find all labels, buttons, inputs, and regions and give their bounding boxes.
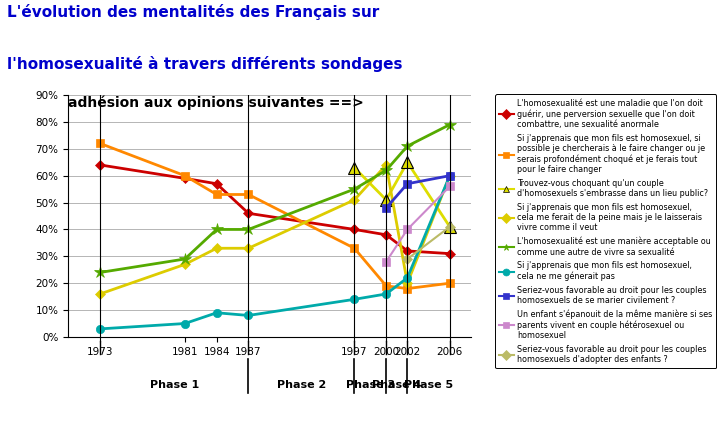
Legend: L'homosexualité est une maladie que l'on doit
guérir, une perversion sexuelle qu: L'homosexualité est une maladie que l'on… — [495, 94, 716, 368]
Text: Phase 3: Phase 3 — [346, 380, 395, 390]
Text: adhésion aux opinions suivantes ==>: adhésion aux opinions suivantes ==> — [68, 95, 364, 110]
Text: l'homosexualité à travers différents sondages: l'homosexualité à travers différents son… — [7, 56, 403, 72]
Text: Phase 1: Phase 1 — [150, 380, 199, 390]
Text: Phase 4: Phase 4 — [372, 380, 421, 390]
Text: L'évolution des mentalités des Français sur: L'évolution des mentalités des Français … — [7, 4, 380, 20]
Text: Phase 2: Phase 2 — [277, 380, 326, 390]
Text: Phase 5: Phase 5 — [404, 380, 453, 390]
